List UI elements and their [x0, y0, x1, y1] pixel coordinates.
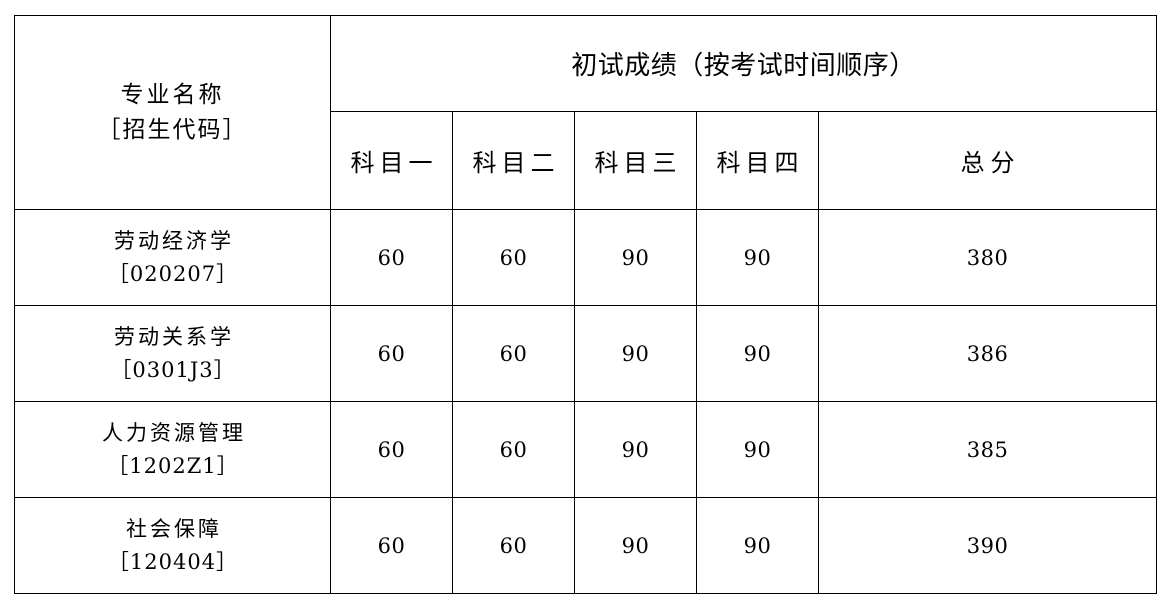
row-major: 社会保障 ［120404］	[14, 497, 331, 594]
row-major: 劳动关系学 ［0301J3］	[14, 305, 331, 402]
table-row: 人力资源管理 ［1202Z1］ 60 60 90 90 385	[14, 401, 1158, 498]
row-subject-3: 90	[574, 305, 697, 402]
header-exam-score-group: 初试成绩（按考试时间顺序）	[329, 15, 1158, 112]
row-subject-1: 60	[330, 401, 453, 498]
row-total: 380	[817, 209, 1158, 306]
row-major: 劳动经济学 ［020207］	[14, 209, 331, 306]
header-subject-4: 科目四	[696, 111, 819, 210]
row-subject-2: 60	[452, 209, 575, 306]
row-subject-4: 90	[696, 209, 819, 306]
row-subject-4: 90	[696, 497, 819, 594]
row-subject-3: 90	[574, 209, 697, 306]
row-total: 390	[817, 497, 1158, 594]
row-major-name: 劳动关系学	[114, 324, 234, 349]
table-body: 劳动经济学 ［020207］ 60 60 90 90 380 劳动关系学 ［03…	[14, 209, 1158, 594]
row-major: 人力资源管理 ［1202Z1］	[14, 401, 331, 498]
admission-score-table: 专业名称 ［招生代码］ 初试成绩（按考试时间顺序） 科目一 科目二 科目三 科目…	[14, 15, 1158, 594]
row-subject-1: 60	[330, 209, 453, 306]
table-row: 劳动关系学 ［0301J3］ 60 60 90 90 386	[14, 305, 1158, 402]
row-subject-3: 90	[574, 497, 697, 594]
row-total: 386	[817, 305, 1158, 402]
row-subject-4: 90	[696, 305, 819, 402]
table-header: 专业名称 ［招生代码］ 初试成绩（按考试时间顺序） 科目一 科目二 科目三 科目…	[14, 15, 1158, 210]
header-row-group: 专业名称 ［招生代码］ 初试成绩（按考试时间顺序）	[14, 15, 1158, 210]
row-total: 385	[817, 401, 1158, 498]
table-row: 社会保障 ［120404］ 60 60 90 90 390	[14, 497, 1158, 594]
row-major-code: ［120404］	[107, 549, 239, 574]
header-row-subjects: 科目一 科目二 科目三 科目四 总分	[15, 111, 1158, 210]
header-major-name: 专业名称 ［招生代码］	[14, 15, 331, 210]
table-row: 劳动经济学 ［020207］ 60 60 90 90 380	[14, 209, 1158, 306]
header-subject-1: 科目一	[330, 111, 453, 210]
row-major-code: ［1202Z1］	[107, 453, 239, 478]
header-major-name-line1: 专业名称	[120, 82, 225, 108]
row-major-name: 劳动经济学	[114, 228, 234, 253]
header-subject-2: 科目二	[452, 111, 575, 210]
row-subject-1: 60	[330, 305, 453, 402]
row-major-name: 人力资源管理	[102, 420, 246, 445]
row-subject-2: 60	[452, 401, 575, 498]
row-subject-4: 90	[696, 401, 819, 498]
row-subject-3: 90	[574, 401, 697, 498]
row-major-code: ［020207］	[107, 261, 239, 286]
row-major-code: ［0301J3］	[110, 357, 236, 382]
header-total-score: 总分	[817, 111, 1158, 210]
header-major-code-line2: ［招生代码］	[97, 116, 248, 143]
row-subject-1: 60	[330, 497, 453, 594]
row-subject-2: 60	[452, 497, 575, 594]
header-subject-3: 科目三	[574, 111, 697, 210]
row-subject-2: 60	[452, 305, 575, 402]
row-major-name: 社会保障	[126, 516, 222, 541]
